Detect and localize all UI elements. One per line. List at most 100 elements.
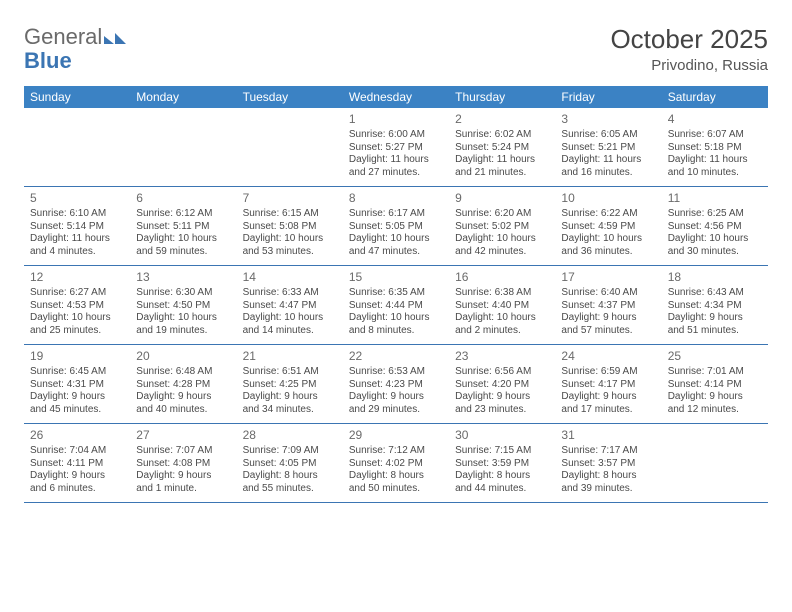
day-cell: 6Sunrise: 6:12 AMSunset: 5:11 PMDaylight…: [130, 187, 236, 265]
day-cell: 25Sunrise: 7:01 AMSunset: 4:14 PMDayligh…: [662, 345, 768, 423]
day-header: Saturday: [662, 86, 768, 108]
sunset-text: Sunset: 3:59 PM: [455, 458, 549, 471]
daylight2-text: and 29 minutes.: [349, 404, 443, 417]
daylight2-text: and 39 minutes.: [561, 483, 655, 496]
logo-text-general: General: [24, 24, 102, 50]
daylight2-text: and 34 minutes.: [243, 404, 337, 417]
day-number: 25: [668, 349, 762, 364]
day-cell: 27Sunrise: 7:07 AMSunset: 4:08 PMDayligh…: [130, 424, 236, 502]
daylight2-text: and 1 minute.: [136, 483, 230, 496]
day-number: 26: [30, 428, 124, 443]
daylight1-text: Daylight: 8 hours: [455, 470, 549, 483]
daylight1-text: Daylight: 8 hours: [561, 470, 655, 483]
sunrise-text: Sunrise: 7:12 AM: [349, 445, 443, 458]
day-number: 22: [349, 349, 443, 364]
day-cell: 11Sunrise: 6:25 AMSunset: 4:56 PMDayligh…: [662, 187, 768, 265]
day-number: 27: [136, 428, 230, 443]
sunrise-text: Sunrise: 6:17 AM: [349, 208, 443, 221]
sunrise-text: Sunrise: 6:15 AM: [243, 208, 337, 221]
sunset-text: Sunset: 4:44 PM: [349, 300, 443, 313]
day-cell: 17Sunrise: 6:40 AMSunset: 4:37 PMDayligh…: [555, 266, 661, 344]
sunset-text: Sunset: 4:11 PM: [30, 458, 124, 471]
day-number: 7: [243, 191, 337, 206]
daylight2-text: and 40 minutes.: [136, 404, 230, 417]
daylight2-text: and 4 minutes.: [30, 246, 124, 259]
sunset-text: Sunset: 5:27 PM: [349, 142, 443, 155]
day-cell: 29Sunrise: 7:12 AMSunset: 4:02 PMDayligh…: [343, 424, 449, 502]
day-number: 10: [561, 191, 655, 206]
sunset-text: Sunset: 4:50 PM: [136, 300, 230, 313]
sunrise-text: Sunrise: 6:30 AM: [136, 287, 230, 300]
daylight1-text: Daylight: 9 hours: [136, 391, 230, 404]
day-cell: 4Sunrise: 6:07 AMSunset: 5:18 PMDaylight…: [662, 108, 768, 186]
day-number: 18: [668, 270, 762, 285]
sunrise-text: Sunrise: 6:43 AM: [668, 287, 762, 300]
daylight2-text: and 45 minutes.: [30, 404, 124, 417]
sunrise-text: Sunrise: 6:48 AM: [136, 366, 230, 379]
sunrise-text: Sunrise: 6:51 AM: [243, 366, 337, 379]
logo-text-blue: Blue: [24, 48, 72, 73]
daylight2-text: and 8 minutes.: [349, 325, 443, 338]
daylight2-text: and 2 minutes.: [455, 325, 549, 338]
daylight1-text: Daylight: 10 hours: [561, 233, 655, 246]
day-cell: 9Sunrise: 6:20 AMSunset: 5:02 PMDaylight…: [449, 187, 555, 265]
sunrise-text: Sunrise: 6:59 AM: [561, 366, 655, 379]
day-cell: 31Sunrise: 7:17 AMSunset: 3:57 PMDayligh…: [555, 424, 661, 502]
daylight2-text: and 57 minutes.: [561, 325, 655, 338]
day-number: 14: [243, 270, 337, 285]
sunrise-text: Sunrise: 7:09 AM: [243, 445, 337, 458]
day-header-row: Sunday Monday Tuesday Wednesday Thursday…: [24, 86, 768, 108]
day-number: 11: [668, 191, 762, 206]
day-cell: 19Sunrise: 6:45 AMSunset: 4:31 PMDayligh…: [24, 345, 130, 423]
week-row: 19Sunrise: 6:45 AMSunset: 4:31 PMDayligh…: [24, 345, 768, 424]
day-number: 15: [349, 270, 443, 285]
sunset-text: Sunset: 5:18 PM: [668, 142, 762, 155]
day-cell: 16Sunrise: 6:38 AMSunset: 4:40 PMDayligh…: [449, 266, 555, 344]
sunrise-text: Sunrise: 7:17 AM: [561, 445, 655, 458]
sunset-text: Sunset: 4:25 PM: [243, 379, 337, 392]
location-label: Privodino, Russia: [610, 57, 768, 74]
sunset-text: Sunset: 4:28 PM: [136, 379, 230, 392]
day-cell: [130, 108, 236, 186]
day-cell: 12Sunrise: 6:27 AMSunset: 4:53 PMDayligh…: [24, 266, 130, 344]
sunrise-text: Sunrise: 6:56 AM: [455, 366, 549, 379]
daylight2-text: and 44 minutes.: [455, 483, 549, 496]
page-title: October 2025: [610, 24, 768, 55]
title-block: October 2025 Privodino, Russia: [610, 24, 768, 74]
day-number: 30: [455, 428, 549, 443]
daylight1-text: Daylight: 9 hours: [349, 391, 443, 404]
day-cell: [237, 108, 343, 186]
daylight1-text: Daylight: 10 hours: [455, 312, 549, 325]
week-row: 12Sunrise: 6:27 AMSunset: 4:53 PMDayligh…: [24, 266, 768, 345]
daylight1-text: Daylight: 10 hours: [668, 233, 762, 246]
daylight2-text: and 25 minutes.: [30, 325, 124, 338]
sunrise-text: Sunrise: 7:01 AM: [668, 366, 762, 379]
day-header: Wednesday: [343, 86, 449, 108]
sunrise-text: Sunrise: 6:38 AM: [455, 287, 549, 300]
day-number: 1: [349, 112, 443, 127]
sunset-text: Sunset: 4:56 PM: [668, 221, 762, 234]
day-cell: 23Sunrise: 6:56 AMSunset: 4:20 PMDayligh…: [449, 345, 555, 423]
day-cell: 21Sunrise: 6:51 AMSunset: 4:25 PMDayligh…: [237, 345, 343, 423]
day-cell: 18Sunrise: 6:43 AMSunset: 4:34 PMDayligh…: [662, 266, 768, 344]
sunset-text: Sunset: 4:31 PM: [30, 379, 124, 392]
sunset-text: Sunset: 5:24 PM: [455, 142, 549, 155]
sunset-text: Sunset: 5:21 PM: [561, 142, 655, 155]
day-cell: 3Sunrise: 6:05 AMSunset: 5:21 PMDaylight…: [555, 108, 661, 186]
daylight2-text: and 19 minutes.: [136, 325, 230, 338]
daylight2-text: and 21 minutes.: [455, 167, 549, 180]
day-header: Sunday: [24, 86, 130, 108]
day-cell: 26Sunrise: 7:04 AMSunset: 4:11 PMDayligh…: [24, 424, 130, 502]
day-cell: 10Sunrise: 6:22 AMSunset: 4:59 PMDayligh…: [555, 187, 661, 265]
sunrise-text: Sunrise: 6:35 AM: [349, 287, 443, 300]
header: General October 2025 Privodino, Russia: [24, 24, 768, 74]
sunrise-text: Sunrise: 6:45 AM: [30, 366, 124, 379]
daylight2-text: and 53 minutes.: [243, 246, 337, 259]
sunset-text: Sunset: 4:53 PM: [30, 300, 124, 313]
daylight2-text: and 6 minutes.: [30, 483, 124, 496]
daylight1-text: Daylight: 9 hours: [668, 391, 762, 404]
daylight1-text: Daylight: 9 hours: [668, 312, 762, 325]
week-row: 26Sunrise: 7:04 AMSunset: 4:11 PMDayligh…: [24, 424, 768, 503]
day-number: 23: [455, 349, 549, 364]
daylight2-text: and 36 minutes.: [561, 246, 655, 259]
